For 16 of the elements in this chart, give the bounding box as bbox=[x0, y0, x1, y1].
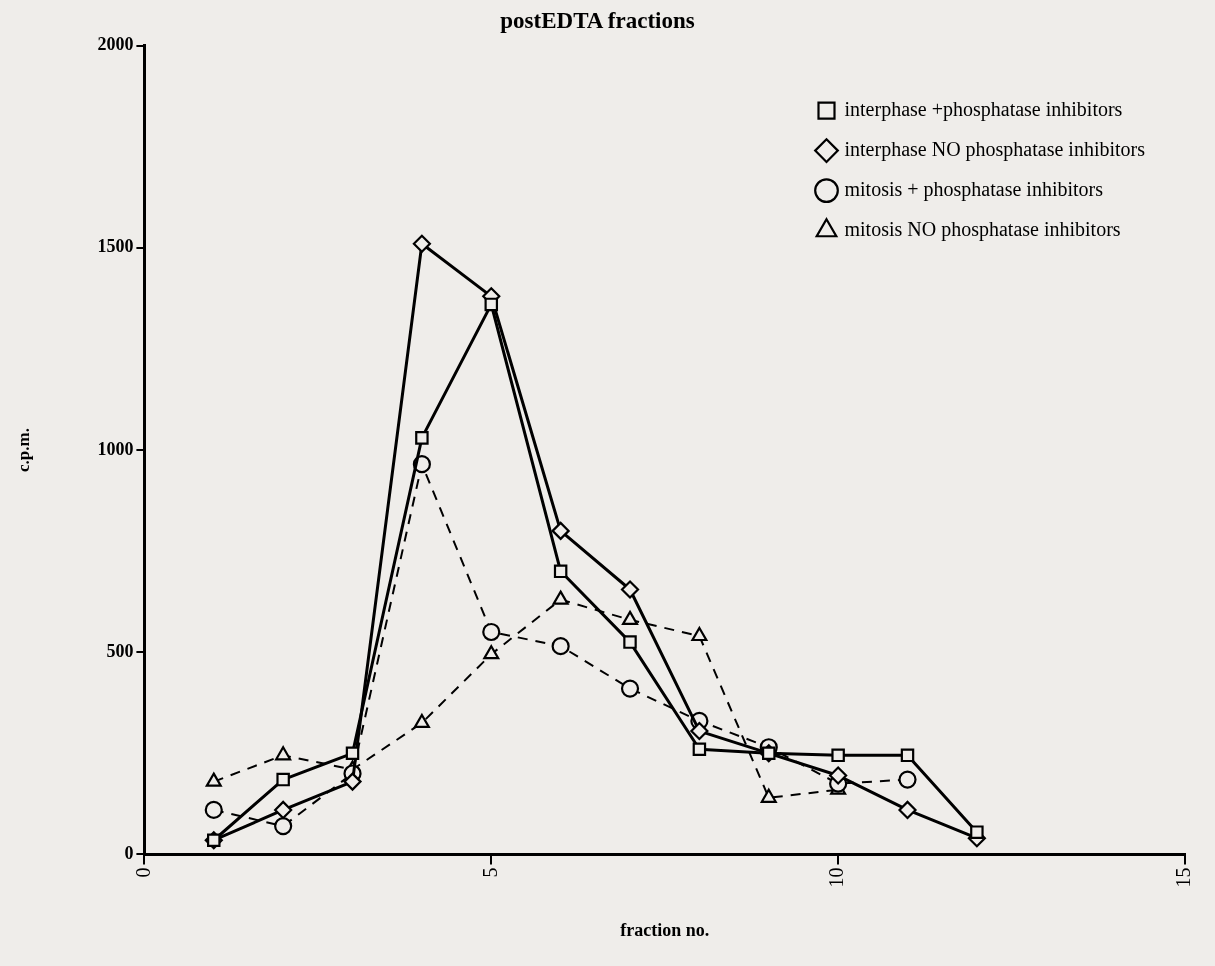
y-tick-label: 1500 bbox=[97, 236, 134, 257]
x-tick-label: 15 bbox=[1172, 867, 1195, 888]
y-tick-label: 500 bbox=[106, 640, 134, 661]
y-tick-label: 2000 bbox=[97, 34, 134, 55]
x-tick-label: 0 bbox=[131, 867, 154, 878]
y-tick-label: 0 bbox=[124, 843, 134, 864]
y-axis-title: c.p.m. bbox=[13, 428, 33, 472]
legend-label: mitosis + phosphatase inhibitors bbox=[844, 177, 1104, 201]
legend-label: mitosis NO phosphatase inhibitors bbox=[844, 217, 1121, 241]
x-tick-label: 5 bbox=[478, 867, 501, 878]
x-axis-title: fraction no. bbox=[620, 919, 710, 940]
y-tick-label: 1000 bbox=[97, 438, 134, 459]
legend-label: interphase NO phosphatase inhibitors bbox=[844, 137, 1146, 161]
x-tick-label: 10 bbox=[825, 867, 848, 888]
chart-title: postEDTA fractions bbox=[500, 7, 695, 33]
legend-label: interphase +phosphatase inhibitors bbox=[844, 97, 1123, 121]
